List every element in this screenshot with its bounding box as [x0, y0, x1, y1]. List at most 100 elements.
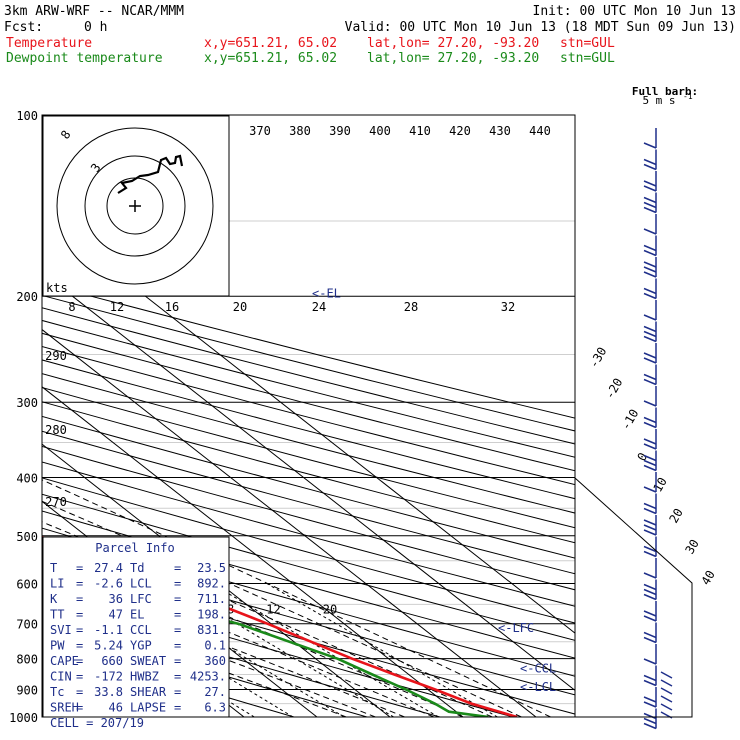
wind-barb-flag-21-1: [643, 588, 657, 596]
wind-barb-flag-27-1: [643, 717, 657, 725]
dry-adiabat-470: [42, 319, 575, 458]
wind-barb-flag-26-0: [643, 701, 657, 708]
theta-label-400: 400: [369, 124, 391, 138]
wind-barb-flag-8-0: [643, 314, 657, 321]
parcel-val-0b: 23.5: [197, 561, 226, 575]
wind-barb-flag-0-0: [643, 142, 657, 149]
wind-barb-flag-5-1: [643, 244, 657, 252]
parcel-key-3a: TT: [50, 608, 64, 622]
level-marker-0: <-EL: [312, 287, 341, 301]
pressure-label-700: 700: [16, 618, 38, 632]
wind-barb-flag-5-0: [643, 249, 657, 257]
wind-barb-12: [643, 386, 657, 407]
wind-barb-3: [643, 192, 657, 214]
wind-barb-flag-15-0: [643, 464, 657, 472]
parcel-eq-0b: =: [174, 561, 181, 575]
fcst-label: Fcst:: [4, 20, 43, 35]
wind-barb-low-3: [660, 695, 673, 703]
moist-adiabat-8: [42, 592, 376, 717]
wind-barb-flag-6-0: [643, 271, 657, 278]
wind-barb-flag-18-1: [643, 524, 657, 531]
isotherm-label-right-5: 20: [666, 506, 685, 526]
wind-barb-flag-2-1: [643, 180, 657, 187]
theta-label-430: 430: [489, 124, 511, 138]
hodograph-speed-tick-24: 24: [312, 300, 326, 314]
parcel-eq-5b: =: [174, 639, 181, 653]
wind-barb-flag-15-2: [643, 454, 657, 462]
wind-barb-flag-27-2: [643, 712, 657, 720]
dry-adiabat-460: [42, 332, 575, 472]
wind-barb-flag-22-1: [643, 610, 657, 617]
parcel-val-4b: 831.: [197, 623, 226, 637]
theta-left-label-280: 280: [45, 423, 67, 437]
wind-barb-10: [643, 343, 657, 364]
wind-barb-flag-13-0: [643, 421, 657, 429]
wind-barb-19: [643, 536, 657, 558]
dry-adiabat-390: [42, 430, 575, 575]
wind-barb-flag-1-1: [643, 158, 657, 166]
pressure-label-900: 900: [16, 683, 38, 697]
parcel-val-9b: 6.3: [204, 701, 226, 715]
parcel-val-9a: 46: [109, 701, 123, 715]
parcel-key-5a: PW: [50, 639, 65, 653]
wind-barb-9: [643, 321, 657, 343]
wind-barb-24: [643, 644, 657, 665]
wind-barb-14: [643, 429, 657, 450]
mixing-ratio-line-8: [168, 582, 394, 717]
wind-barb-flag-11-0: [643, 378, 657, 386]
valid-time: Valid: 00 UTC Mon 10 Jun 13 (18 MDT Sun …: [345, 20, 736, 35]
legend-dewpoint: Dewpoint temperature: [6, 51, 163, 66]
parcel-info-panel: Parcel Info T = 27.4 Td = 23.5 LI = -2.6 LCL = 892.…: [42, 536, 230, 730]
moist-adiabat-28: [42, 500, 522, 717]
isotherm-40: [42, 271, 575, 691]
wind-barb-flag-17-0: [643, 507, 657, 515]
wind-barb-25: [643, 665, 657, 687]
parcel-key-5b: YGP: [130, 639, 152, 653]
wind-barb-flag-20-0: [643, 572, 657, 579]
wind-barb-22: [643, 601, 657, 622]
parcel-val-2b: 711.: [197, 592, 226, 606]
parcel-eq-3a: =: [76, 608, 83, 622]
wind-barb-flag-10-1: [643, 352, 657, 359]
wind-barb-flag-18-2: [643, 519, 657, 526]
parcel-val-5a: 5.24: [94, 639, 123, 653]
wind-barb-flag-13-1: [643, 416, 657, 424]
wind-barb-flag-19-1: [643, 545, 657, 553]
parcel-key-6b: SWEAT: [130, 654, 166, 668]
parcel-key-7a: CIN: [50, 670, 72, 684]
wind-barb-1: [643, 149, 657, 171]
level-marker-3: <-LCL: [520, 680, 556, 694]
hodograph: 8 3 kts: [42, 115, 230, 297]
wind-barb-5: [643, 235, 657, 257]
pressure-label-200: 200: [16, 290, 38, 304]
theta-label-370: 370: [249, 124, 271, 138]
parcel-key-2a: K: [50, 592, 58, 606]
barb-legend-title: Full barb:: [632, 85, 698, 98]
mixing-ratio-line-20: [266, 582, 498, 717]
pressure-label-1000: 1000: [9, 711, 38, 725]
parcel-eq-7a: =: [76, 670, 83, 684]
mixing-ratio-label-20: 20: [323, 603, 337, 617]
wind-barb-flag-27-0: [643, 722, 657, 730]
model-title: 3km ARW-WRF -- NCAR/MMM: [4, 4, 184, 19]
hodograph-speed-tick-12: 12: [110, 300, 124, 314]
wind-barb-16: [643, 472, 657, 493]
level-marker-2: <-CCL: [520, 662, 556, 676]
barb-panel-border: [574, 477, 693, 718]
parcel-key-8a: Tc: [50, 685, 64, 699]
parcel-key-6a: CAPE: [50, 654, 79, 668]
barb-legend-units-sup: -1: [683, 92, 693, 101]
hodograph-ring-2: [84, 155, 186, 257]
legend-dewpoint-xy: x,y=651.21, 65.02: [204, 51, 337, 66]
moist-adiabat-4: [42, 606, 347, 717]
parcel-info-frame: [42, 536, 230, 718]
wind-barb-flag-12-0: [643, 400, 657, 407]
parcel-key-4a: SVI: [50, 623, 72, 637]
wind-barb-15: [643, 450, 657, 472]
legend-temperature-xy: x,y=651.21, 65.02: [204, 36, 337, 51]
parcel-key-1b: LCL: [130, 577, 152, 591]
hodograph-speed-tick-16: 16: [165, 300, 179, 314]
hodograph-speed-tick-28: 28: [404, 300, 418, 314]
pressure-label-300: 300: [16, 396, 38, 410]
wind-barb-low-4: [660, 703, 673, 711]
